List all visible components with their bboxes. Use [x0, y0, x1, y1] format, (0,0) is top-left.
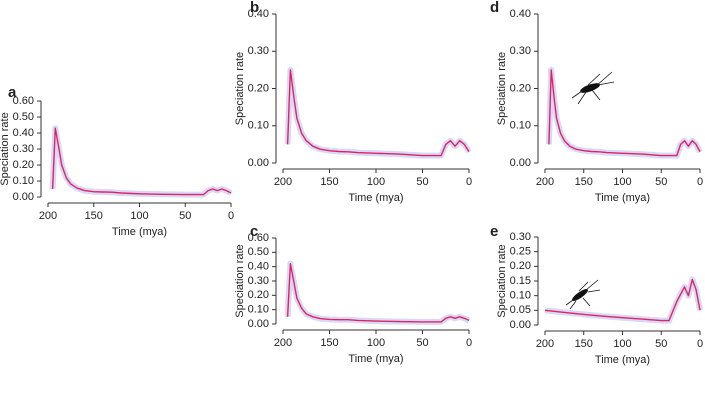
- x-axis-label: Time (mya): [595, 192, 650, 204]
- x-tick-label: 200: [536, 176, 554, 188]
- y-tick-label: 0.10: [510, 120, 531, 132]
- x-tick-label: 50: [655, 338, 667, 350]
- uncertainty-halo: [49, 125, 233, 198]
- y-tick-label: 0.20: [13, 159, 34, 171]
- y-tick-label: 0.20: [248, 289, 269, 301]
- x-axis-label: Time (mya): [348, 353, 403, 365]
- y-axis-label: Speciation rate: [234, 244, 246, 317]
- x-tick-label: 150: [575, 338, 593, 350]
- x-tick-label: 150: [320, 176, 338, 188]
- y-axis-label: Speciation rate: [496, 52, 508, 125]
- panel-label: d: [490, 0, 499, 16]
- y-axis-label: Speciation rate: [234, 52, 246, 125]
- x-tick-label: 0: [697, 338, 703, 350]
- panel-label: e: [490, 223, 498, 240]
- y-tick-label: 0.10: [510, 290, 531, 302]
- x-tick-label: 0: [228, 210, 234, 222]
- x-tick-label: 200: [536, 338, 554, 350]
- y-tick-label: 0.05: [510, 304, 531, 316]
- x-tick-label: 50: [416, 176, 428, 188]
- y-tick-label: 0.10: [248, 120, 269, 132]
- y-tick-label: 0.25: [510, 246, 531, 258]
- x-tick-label: 200: [274, 337, 292, 349]
- y-tick-label: 0.00: [248, 318, 269, 330]
- y-tick-label: 0.20: [248, 82, 269, 94]
- y-tick-label: 0.00: [13, 191, 34, 203]
- y-tick-label: 0.30: [510, 231, 531, 243]
- rate-line: [51, 127, 232, 196]
- y-tick-label: 0.50: [248, 246, 269, 258]
- x-tick-label: 200: [274, 176, 292, 188]
- uncertainty-halo: [284, 66, 472, 159]
- y-tick-label: 0.60: [13, 95, 34, 107]
- y-tick-label: 0.40: [248, 261, 269, 273]
- mosquito-icon: [565, 279, 601, 310]
- rate-line: [286, 69, 470, 157]
- y-tick-label: 0.00: [510, 319, 531, 331]
- y-tick-label: 0.10: [248, 304, 269, 316]
- panel-label: b: [250, 0, 259, 16]
- y-tick-label: 0.40: [248, 8, 269, 20]
- y-axis-label: Speciation rate: [0, 112, 11, 185]
- x-tick-label: 0: [466, 176, 472, 188]
- y-tick-label: 0.00: [510, 157, 531, 169]
- x-tick-label: 150: [575, 176, 593, 188]
- rate-line: [548, 69, 701, 157]
- y-tick-label: 0.20: [510, 82, 531, 94]
- y-tick-label: 0.10: [13, 175, 34, 187]
- uncertainty-halo: [545, 66, 703, 159]
- y-tick-label: 0.30: [13, 143, 34, 155]
- x-tick-label: 100: [367, 176, 385, 188]
- y-tick-label: 0.40: [510, 8, 531, 20]
- y-axis-label: Speciation rate: [496, 244, 508, 317]
- x-tick-label: 0: [697, 176, 703, 188]
- rate-line: [286, 263, 470, 323]
- uncertainty-halo: [284, 260, 471, 325]
- y-tick-label: 0.00: [248, 157, 269, 169]
- y-tick-label: 0.20: [510, 260, 531, 272]
- x-tick-label: 0: [466, 337, 472, 349]
- y-tick-label: 0.60: [248, 232, 269, 244]
- x-tick-label: 50: [179, 210, 191, 222]
- panel-label: c: [250, 223, 258, 240]
- y-tick-label: 0.40: [13, 127, 34, 139]
- rate-line: [544, 278, 701, 322]
- x-tick-label: 100: [613, 176, 631, 188]
- x-tick-label: 200: [39, 210, 57, 222]
- y-tick-label: 0.50: [13, 111, 34, 123]
- x-tick-label: 150: [320, 337, 338, 349]
- x-tick-label: 100: [130, 210, 148, 222]
- x-axis-label: Time (mya): [348, 192, 403, 204]
- x-tick-label: 50: [416, 337, 428, 349]
- x-tick-label: 100: [367, 337, 385, 349]
- x-axis-label: Time (mya): [595, 354, 650, 366]
- y-tick-label: 0.30: [248, 45, 269, 57]
- mosquito-icon: [571, 71, 615, 105]
- y-tick-label: 0.15: [510, 275, 531, 287]
- x-tick-label: 50: [655, 176, 667, 188]
- x-tick-label: 150: [85, 210, 103, 222]
- x-axis-label: Time (mya): [112, 226, 167, 238]
- y-tick-label: 0.30: [510, 45, 531, 57]
- uncertainty-halo: [544, 276, 703, 324]
- y-tick-label: 0.30: [248, 275, 269, 287]
- panel-label: a: [8, 84, 17, 101]
- x-tick-label: 100: [613, 338, 631, 350]
